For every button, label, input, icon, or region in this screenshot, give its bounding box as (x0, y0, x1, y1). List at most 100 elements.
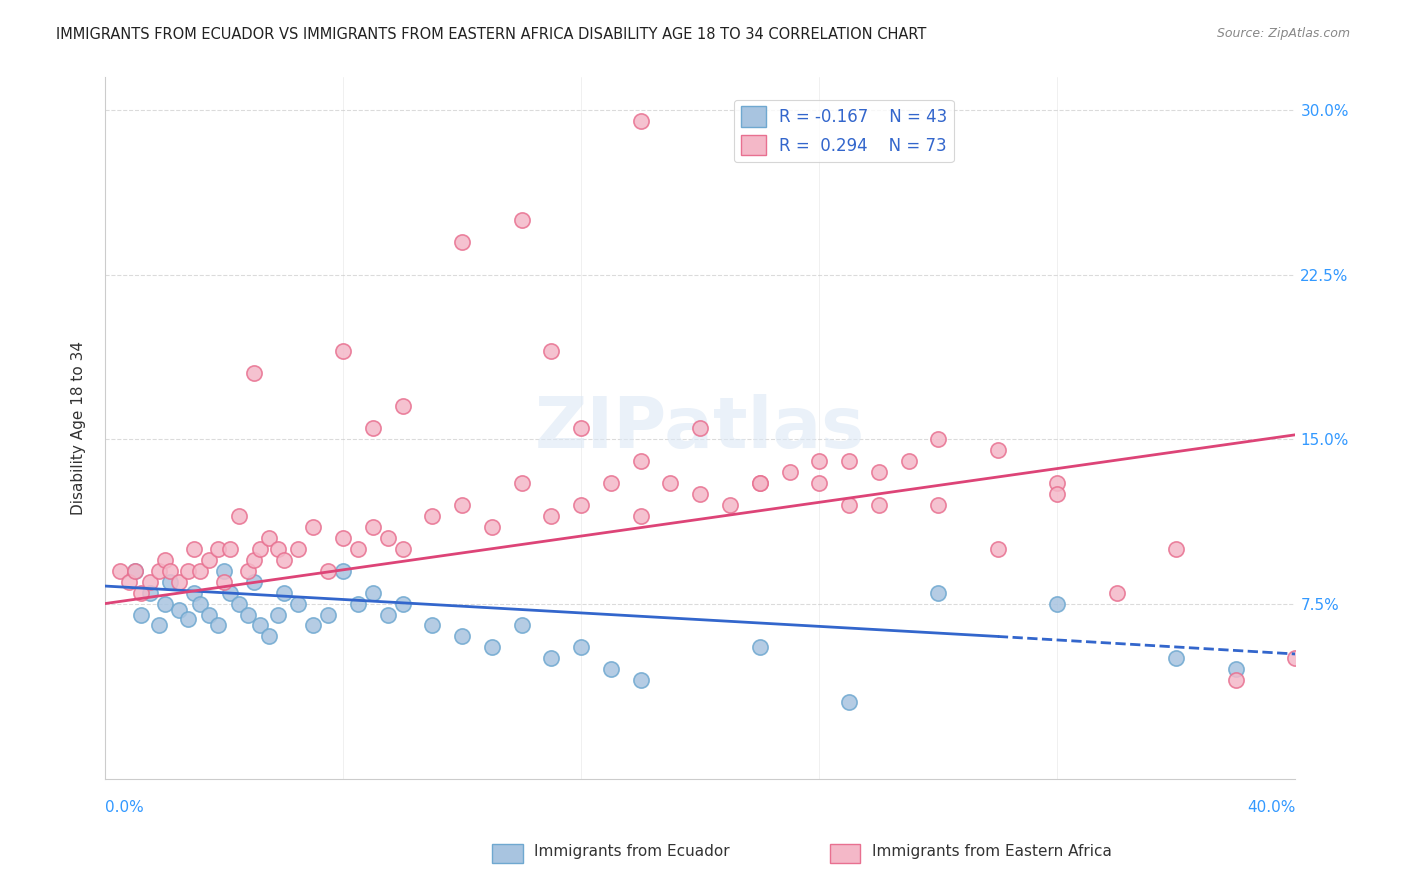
Point (689, 421, 711, 435)
Point (1225, 673, 1247, 688)
Point (748, 475, 770, 490)
Point (510, 475, 533, 490)
Point (987, 443, 1010, 458)
Text: Immigrants from Eastern Africa: Immigrants from Eastern Africa (872, 845, 1112, 859)
Point (481, 520, 503, 534)
Point (569, 640, 592, 655)
Point (129, 585, 152, 599)
Point (361, 520, 384, 534)
Point (361, 421, 384, 435)
Point (1105, 585, 1128, 599)
Point (569, 421, 592, 435)
Point (927, 432, 949, 446)
Point (108, 564, 131, 578)
Legend: R = -0.167    N = 43, R =  0.294    N = 73: R = -0.167 N = 43, R = 0.294 N = 73 (734, 100, 953, 162)
Point (808, 475, 831, 490)
Point (212, 574, 235, 589)
Point (124, 564, 146, 578)
Point (183, 585, 205, 599)
Point (198, 553, 221, 567)
Point (236, 607, 259, 622)
Text: 40.0%: 40.0% (1247, 800, 1295, 815)
Point (332, 531, 354, 545)
Point (124, 564, 146, 578)
Point (391, 399, 413, 413)
Point (273, 585, 295, 599)
Point (569, 498, 592, 512)
Point (422, 618, 444, 632)
Point (377, 531, 399, 545)
Point (838, 454, 860, 468)
Point (302, 618, 325, 632)
Point (630, 508, 652, 523)
Point (183, 541, 205, 556)
Point (391, 541, 413, 556)
Point (257, 531, 280, 545)
Point (451, 630, 474, 644)
Point (838, 695, 860, 709)
Point (987, 541, 1010, 556)
Point (897, 454, 920, 468)
Point (361, 585, 384, 599)
Point (219, 585, 242, 599)
Text: 0.0%: 0.0% (105, 800, 143, 815)
Point (1284, 651, 1306, 665)
Point (540, 508, 562, 523)
Point (188, 597, 211, 611)
Point (1225, 662, 1247, 676)
Point (927, 585, 949, 599)
Point (838, 498, 860, 512)
Point (659, 475, 682, 490)
Point (868, 498, 890, 512)
Point (153, 553, 176, 567)
Point (138, 585, 160, 599)
Point (600, 662, 623, 676)
Text: IMMIGRANTS FROM ECUADOR VS IMMIGRANTS FROM EASTERN AFRICA DISABILITY AGE 18 TO 3: IMMIGRANTS FROM ECUADOR VS IMMIGRANTS FR… (56, 27, 927, 42)
Point (266, 541, 288, 556)
Point (422, 508, 444, 523)
Point (868, 465, 890, 479)
Point (266, 607, 288, 622)
Point (748, 640, 770, 655)
Point (249, 541, 271, 556)
Point (257, 630, 280, 644)
Point (347, 597, 370, 611)
Point (219, 541, 242, 556)
Point (332, 564, 354, 578)
Point (689, 487, 711, 501)
Point (600, 475, 623, 490)
Point (177, 564, 200, 578)
Point (1046, 475, 1069, 490)
Point (718, 498, 741, 512)
Point (148, 618, 170, 632)
Point (138, 574, 160, 589)
Point (540, 344, 562, 359)
Point (188, 564, 211, 578)
Point (287, 597, 309, 611)
Point (540, 651, 562, 665)
Point (207, 541, 229, 556)
Point (287, 541, 309, 556)
Point (630, 454, 652, 468)
Point (249, 618, 271, 632)
Point (159, 564, 181, 578)
Point (332, 344, 354, 359)
Point (316, 607, 339, 622)
Text: ZIPatlas: ZIPatlas (536, 393, 865, 463)
Point (630, 673, 652, 688)
Point (1166, 541, 1188, 556)
Point (159, 574, 181, 589)
Text: Source: ZipAtlas.com: Source: ZipAtlas.com (1216, 27, 1350, 40)
Point (316, 564, 339, 578)
Point (207, 618, 229, 632)
Point (481, 640, 503, 655)
Point (630, 114, 652, 128)
Point (377, 607, 399, 622)
Point (148, 564, 170, 578)
Point (451, 498, 474, 512)
Point (198, 607, 221, 622)
Point (1046, 597, 1069, 611)
Point (212, 564, 235, 578)
Point (302, 520, 325, 534)
Y-axis label: Disability Age 18 to 34: Disability Age 18 to 34 (72, 342, 86, 516)
